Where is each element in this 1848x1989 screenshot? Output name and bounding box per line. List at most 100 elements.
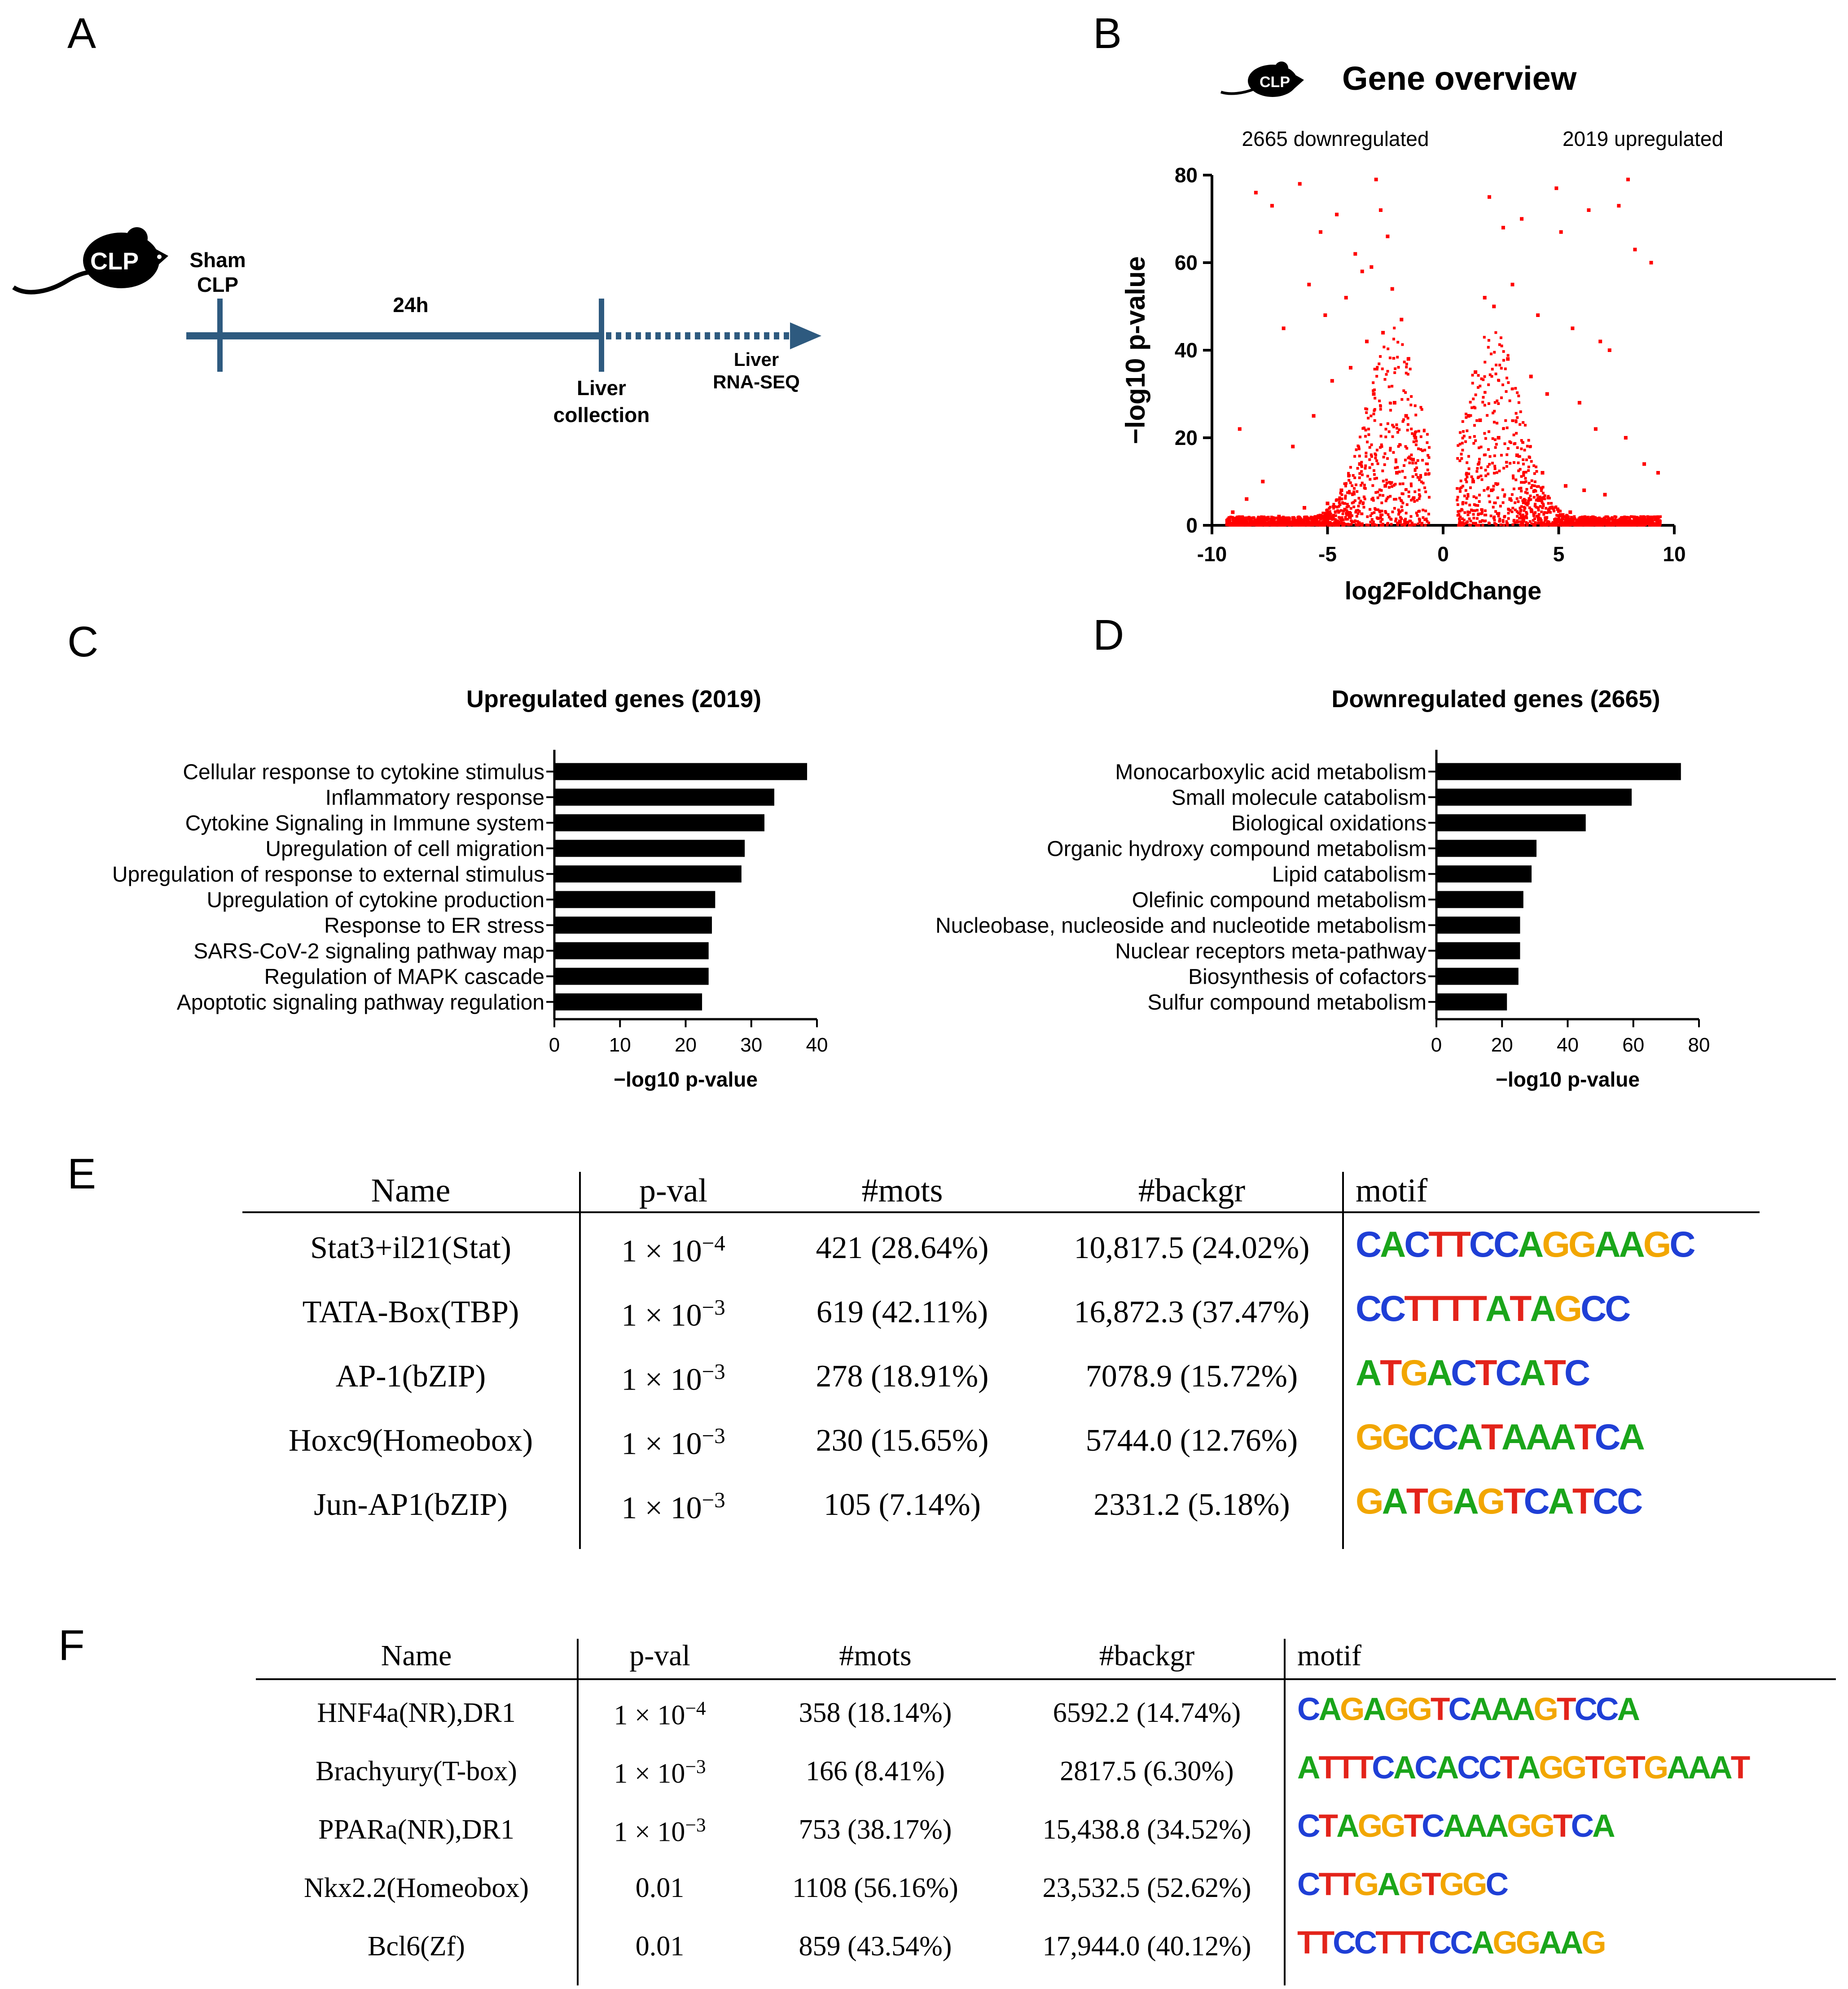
y-tick-label: 20 xyxy=(1175,426,1198,449)
category-label: Monocarboxylic acid metabolism xyxy=(1115,761,1427,784)
downregulated-point xyxy=(1238,427,1242,431)
background-count: 15,438.8 (34.52%) xyxy=(1042,1814,1251,1845)
header-pval: p-val xyxy=(629,1639,690,1672)
category-label: Regulation of MAPK cascade xyxy=(264,965,544,989)
category-label: Upregulation of response to external sti… xyxy=(112,863,544,887)
volcano-title: Gene overview xyxy=(1342,60,1577,97)
x-axis-label: −log10 p-value xyxy=(614,1068,758,1091)
category-label: Inflammatory response xyxy=(325,786,544,810)
x-tick-label: 10 xyxy=(1663,542,1686,566)
motif-logo: CACTTCCAGGAAGC xyxy=(1356,1224,1696,1265)
upregulated-point xyxy=(1603,493,1607,497)
liver-label: Liver xyxy=(577,376,626,400)
category-label: SARS-CoV-2 signaling pathway map xyxy=(193,940,544,964)
x-tick-label: 5 xyxy=(1553,542,1565,566)
density-cloud xyxy=(1225,326,1662,527)
table-row: Nkx2.2(Homeobox) 0.01 1108 (56.16%) 23,532.… xyxy=(256,1868,1836,1931)
downregulated-point xyxy=(1335,212,1339,216)
motif-count: 421 (28.64%) xyxy=(816,1231,989,1265)
downregulated-point xyxy=(1378,208,1383,212)
motif-count: 105 (7.14%) xyxy=(824,1487,981,1522)
y-tick-label: 0 xyxy=(1186,514,1198,537)
downregulated-point xyxy=(1307,282,1311,286)
bar xyxy=(554,891,715,908)
y-axis-label: −log10 p-value xyxy=(1120,256,1150,444)
x-tick-label: 0 xyxy=(549,1034,560,1056)
upregulated-point xyxy=(1520,217,1524,221)
upregulated-point xyxy=(1545,392,1549,396)
category-label: Biological oxidations xyxy=(1231,812,1427,836)
upregulated-point xyxy=(1536,313,1540,317)
panel-letter-a: A xyxy=(67,9,97,57)
category-label: Small molecule catabolism xyxy=(1172,786,1427,810)
downregulated-point xyxy=(1406,357,1410,361)
x-tick-label: 0 xyxy=(1437,542,1449,566)
downregulated-point xyxy=(1383,484,1387,488)
background-count: 10,817.5 (24.02%) xyxy=(1074,1231,1310,1265)
x-tick-label: 40 xyxy=(1557,1034,1579,1056)
motif-count: 753 (38.17%) xyxy=(799,1814,952,1845)
y-tick-label: 80 xyxy=(1175,163,1198,187)
downregulated-point xyxy=(1372,392,1376,396)
panel-letter-b: B xyxy=(1093,9,1122,57)
motif-name: Nkx2.2(Homeobox) xyxy=(303,1873,529,1903)
downregulated-point xyxy=(1374,177,1378,181)
background-count: 6592.2 (14.74%) xyxy=(1053,1698,1241,1728)
downregulated-point xyxy=(1319,230,1323,234)
upregulated-point xyxy=(1617,204,1621,208)
x-tick-label: 40 xyxy=(806,1034,828,1056)
downregulated-point xyxy=(1392,401,1396,405)
header-name: Name xyxy=(371,1172,451,1209)
downregulated-point xyxy=(1404,414,1408,418)
motif-count: 358 (18.14%) xyxy=(799,1698,952,1728)
background-count: 7078.9 (15.72%) xyxy=(1085,1359,1298,1394)
sham-label: Sham xyxy=(189,248,246,272)
motif-logo: CCTTTTATAGCC xyxy=(1356,1289,1631,1329)
p-value: 0.01 xyxy=(579,1872,741,1904)
category-label: Organic hydroxy compound metabolism xyxy=(1047,837,1427,861)
x-tick-label: 20 xyxy=(1491,1034,1513,1056)
downregulated-point xyxy=(1282,326,1286,330)
p-value-base: 1 × 10 xyxy=(614,1700,685,1731)
panel-a-timeline: CLP Sham CLP 24h Liver collection Liver … xyxy=(12,227,821,427)
motif-count: 859 (43.54%) xyxy=(799,1931,952,1962)
p-value-base: 1 × 10 xyxy=(621,1362,702,1397)
p-value: 1 × 10−3 xyxy=(579,1814,741,1848)
background-count: 2331.2 (5.18%) xyxy=(1093,1487,1290,1522)
downregulated-point xyxy=(1339,488,1343,492)
bar xyxy=(1436,916,1520,934)
motif-name: Hoxc9(Homeobox) xyxy=(288,1423,533,1458)
x-tick-label: 60 xyxy=(1622,1034,1644,1056)
upregulated-point xyxy=(1568,510,1572,514)
panel-letter-f: F xyxy=(58,1621,85,1669)
p-value: 1 × 10−4 xyxy=(584,1230,763,1269)
upregulated-point xyxy=(1642,462,1646,466)
motif-count: 1108 (56.16%) xyxy=(792,1873,958,1903)
downregulated-point xyxy=(1291,444,1295,449)
upregulated-point xyxy=(1478,418,1482,422)
category-label: Nuclear receptors meta-pathway xyxy=(1115,940,1427,964)
header-motif: motif xyxy=(1356,1172,1428,1209)
background-count: 23,532.5 (52.62%) xyxy=(1042,1873,1251,1903)
bar xyxy=(1436,993,1507,1011)
bar xyxy=(554,916,712,934)
downregulated-point xyxy=(1413,436,1418,440)
motif-name: TATA-Box(TBP) xyxy=(302,1295,519,1329)
category-label: Biosynthesis of cofactors xyxy=(1188,965,1427,989)
upregulated-point xyxy=(1624,436,1628,440)
bar xyxy=(554,814,764,832)
bar xyxy=(1436,763,1681,780)
category-label: Sulfur compound metabolism xyxy=(1147,991,1427,1015)
bar xyxy=(554,840,745,857)
x-tick-label: 0 xyxy=(1431,1034,1442,1056)
p-value-base: 1 × 10 xyxy=(614,1758,685,1789)
mouse-icon xyxy=(12,227,168,295)
table-row: HNF4a(NR),DR1 1 × 10−4 358 (18.14%) 6592.2 … xyxy=(256,1693,1836,1756)
upregulated-point xyxy=(1598,339,1602,343)
header-motif: motif xyxy=(1297,1639,1361,1672)
p-value-base: 0.01 xyxy=(635,1873,685,1903)
header-backgr: #backgr xyxy=(1099,1639,1195,1672)
p-value-base: 1 × 10 xyxy=(614,1817,685,1848)
timeline-arrowhead xyxy=(790,322,821,349)
motif-count: 278 (18.91%) xyxy=(816,1359,989,1394)
